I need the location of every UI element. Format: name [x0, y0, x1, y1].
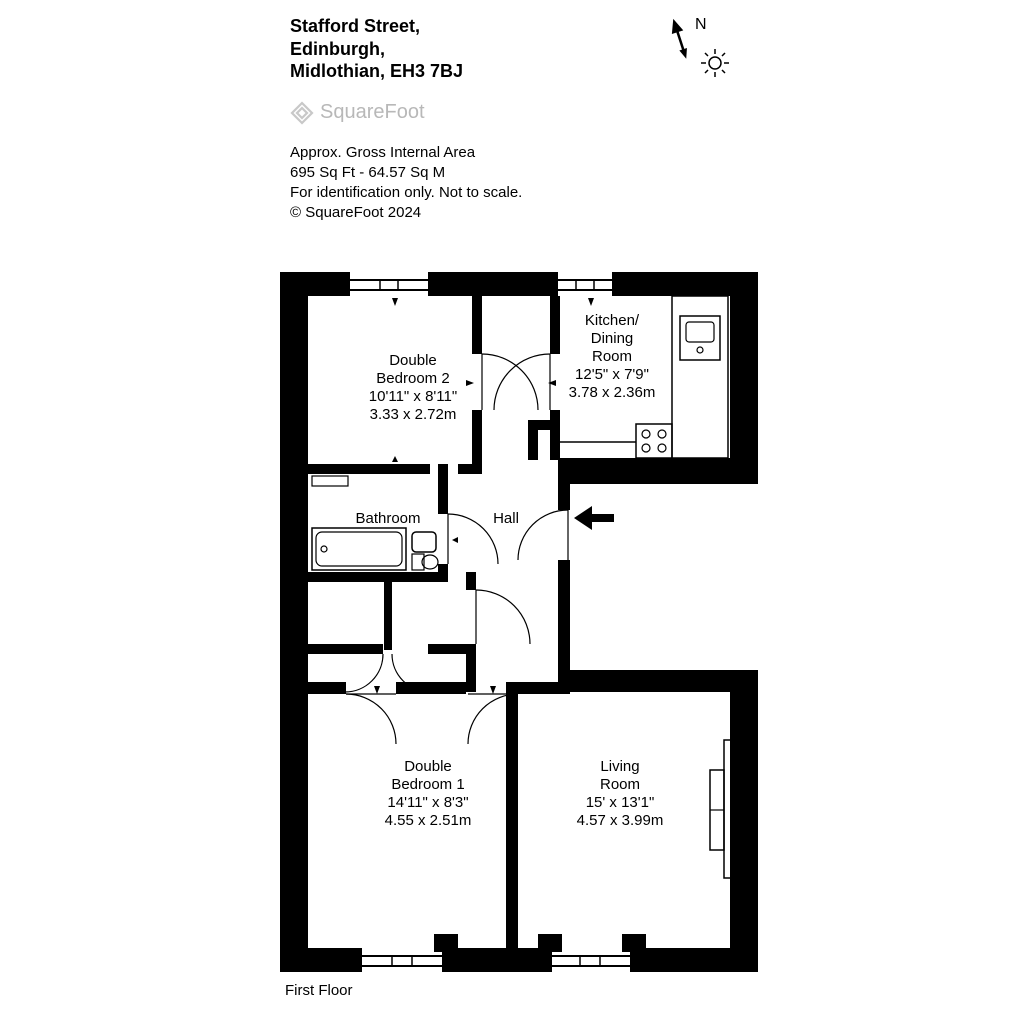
copyright: © SquareFoot 2024: [290, 203, 522, 223]
compass-label: N: [695, 16, 707, 33]
floor-label: First Floor: [285, 982, 353, 999]
label-kitchen: Kitchen/ Dining Room 12'5" x 7'9" 3.78 x…: [569, 312, 656, 402]
label-hall: Hall: [493, 510, 519, 528]
brand-logo: SquareFoot: [290, 101, 522, 125]
label-bedroom1: Double Bedroom 1 14'11" x 8'3" 4.55 x 2.…: [385, 758, 472, 830]
area-label: Approx. Gross Internal Area: [290, 143, 522, 163]
area-value: 695 Sq Ft - 64.57 Sq M: [290, 163, 522, 183]
header: Stafford Street, Edinburgh, Midlothian, …: [290, 15, 522, 224]
address-line2: Edinburgh,: [290, 38, 522, 61]
floorplan-diagram: Double Bedroom 2 10'11" x 8'11" 3.33 x 2…: [280, 272, 758, 977]
diamond-icon: [290, 101, 314, 125]
label-living: Living Room 15' x 13'1" 4.57 x 3.99m: [577, 758, 664, 830]
address-title: Stafford Street, Edinburgh, Midlothian, …: [290, 15, 522, 83]
meta-block: Approx. Gross Internal Area 695 Sq Ft - …: [290, 143, 522, 224]
label-bedroom2: Double Bedroom 2 10'11" x 8'11" 3.33 x 2…: [369, 352, 457, 424]
brand-text: SquareFoot: [320, 101, 425, 124]
disclaimer: For identification only. Not to scale.: [290, 183, 522, 203]
floorplan-page: N Stafford Street, Edinburgh, Midlothian…: [0, 0, 1024, 1024]
address-line3: Midlothian, EH3 7BJ: [290, 60, 522, 83]
compass-icon: N: [655, 15, 740, 105]
address-line1: Stafford Street,: [290, 15, 522, 38]
label-bathroom: Bathroom: [355, 510, 420, 528]
